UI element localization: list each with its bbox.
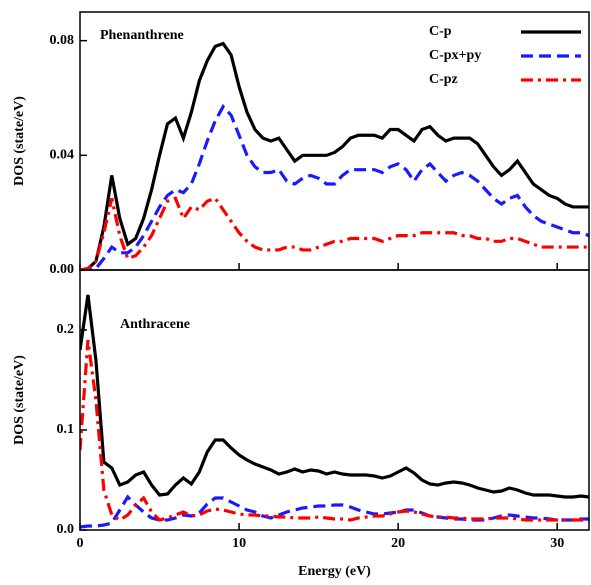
series-line	[80, 494, 589, 529]
y-tick-label: 0.2	[57, 322, 75, 337]
y-tick-label: 0.08	[50, 33, 75, 48]
x-tick-label: 0	[77, 536, 84, 551]
panel-title: Anthracene	[120, 317, 190, 332]
x-tick-label: 30	[550, 536, 564, 551]
panel-title: Phenanthrene	[100, 28, 184, 43]
y-axis-label: DOS (state/eV)	[12, 96, 27, 186]
series-line	[80, 103, 589, 270]
y-tick-label: 0.0	[57, 522, 75, 537]
series-line	[80, 196, 589, 270]
series-line	[80, 41, 589, 270]
y-axis-label: DOS (state/eV)	[12, 355, 27, 445]
plot-frame	[79, 11, 590, 271]
series-line	[80, 339, 589, 522]
x-axis-label: Energy (eV)	[298, 564, 371, 579]
legend-label: C-px+py	[429, 48, 481, 63]
x-tick-label: 20	[391, 536, 405, 551]
x-tick-label: 10	[232, 536, 246, 551]
y-tick-label: 0.00	[50, 262, 75, 277]
series-line	[80, 294, 589, 499]
y-tick-label: 0.04	[50, 148, 75, 163]
plot-frame	[79, 269, 590, 531]
legend-label: C-p	[429, 24, 452, 39]
y-tick-label: 0.1	[57, 422, 75, 437]
legend-label: C-pz	[429, 72, 458, 87]
